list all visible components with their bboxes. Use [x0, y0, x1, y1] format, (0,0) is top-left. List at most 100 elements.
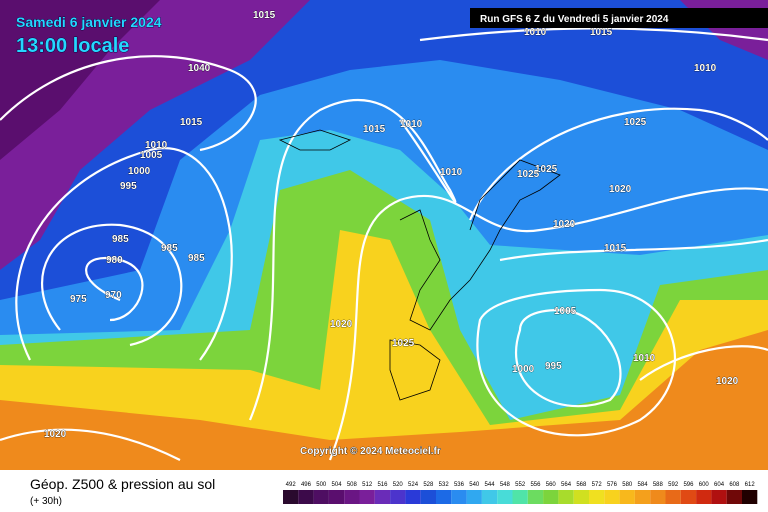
- isobar-label: 1040: [188, 63, 211, 74]
- isobar-label: 1005: [140, 150, 163, 161]
- scale-swatch: [527, 490, 544, 504]
- scale-swatch: [298, 490, 314, 504]
- isobar-label: 985: [188, 253, 205, 264]
- footer-lead: (+ 30h): [30, 496, 62, 507]
- scale-swatch: [665, 490, 681, 504]
- scale-label: 528: [423, 482, 434, 488]
- isobar: [0, 55, 257, 152]
- isobar: [468, 107, 768, 221]
- scale-label: 584: [638, 482, 649, 488]
- isobar: [419, 27, 768, 42]
- isobar-label: 1025: [535, 164, 558, 175]
- scale-label: 576: [607, 482, 618, 488]
- coastline: [399, 159, 561, 331]
- isobar: [0, 428, 181, 461]
- scale-label: 540: [469, 482, 480, 488]
- isobar-label: 1010: [694, 63, 717, 74]
- scale-label: 512: [362, 482, 373, 488]
- run-box: [470, 8, 768, 28]
- scale-label: 600: [699, 482, 710, 488]
- isobar: [85, 257, 144, 322]
- scale-label: 500: [316, 482, 327, 488]
- scale-swatch: [650, 490, 666, 504]
- isobar-label: 1015: [180, 117, 203, 128]
- time-label: 13:00 locale: [16, 35, 129, 57]
- isobar-label: 1000: [512, 364, 535, 375]
- scale-swatch: [420, 490, 436, 504]
- scale-label: 544: [485, 482, 496, 488]
- isobar: [328, 187, 768, 461]
- isobars: [0, 27, 768, 461]
- isobar-label: 1015: [590, 27, 613, 38]
- scale-label: 560: [546, 482, 557, 488]
- scale-label: 532: [439, 482, 450, 488]
- isobar-label: 970: [105, 290, 122, 301]
- isobar-label: 1000: [128, 166, 151, 177]
- isobar-label: 1020: [330, 319, 353, 330]
- isobar-label: 1020: [716, 376, 739, 387]
- copyright: Copyright © 2024 Meteociel.fr: [300, 446, 441, 457]
- scale-label: 496: [301, 482, 312, 488]
- field-darkpurple: [0, 0, 160, 160]
- isobar-label: 1020: [609, 184, 632, 195]
- scale-swatch: [573, 490, 589, 504]
- scale-swatch: [512, 490, 528, 504]
- scale-label: 592: [668, 482, 679, 488]
- scale-label: 588: [653, 482, 664, 488]
- scale-swatch: [497, 490, 513, 504]
- isobar: [476, 288, 676, 437]
- scale-label: 596: [683, 482, 694, 488]
- scale-swatch: [359, 490, 375, 504]
- footer-title: Géop. Z500 & pression au sol: [30, 476, 215, 492]
- scale-swatch: [344, 490, 360, 504]
- isobar-label: 1010: [524, 27, 547, 38]
- scale-swatch: [466, 490, 482, 504]
- isobar-label: 1025: [517, 169, 540, 180]
- isobar: [639, 345, 768, 381]
- scale-label: 520: [393, 482, 404, 488]
- scale-swatch: [726, 490, 742, 504]
- scale-swatch: [696, 490, 712, 504]
- scale-swatch: [451, 490, 467, 504]
- isobar-label: 1020: [44, 429, 67, 440]
- isobar-label: 1005: [554, 306, 577, 317]
- scale-label: 536: [454, 482, 465, 488]
- scale-label: 564: [561, 482, 572, 488]
- scale-label: 508: [347, 482, 358, 488]
- isobar: [15, 147, 233, 361]
- scale-swatch: [374, 490, 391, 504]
- scale-label: 568: [576, 482, 587, 488]
- scale-label: 572: [592, 482, 603, 488]
- scale-label: 580: [622, 482, 633, 488]
- isobar-label: 985: [112, 234, 129, 245]
- scale-swatch: [283, 490, 299, 504]
- isobar-label: 1015: [363, 124, 386, 135]
- run-info: Run GFS 6 Z du Vendredi 5 janvier 2024: [480, 14, 669, 25]
- scale-label: 552: [515, 482, 526, 488]
- isobar-label: 1020: [553, 219, 576, 230]
- scale-swatch: [543, 490, 559, 504]
- isobar: [499, 238, 768, 262]
- isobar-label: 985: [161, 243, 178, 254]
- scale-swatch: [481, 490, 498, 504]
- date-label: Samedi 6 janvier 2024: [16, 14, 162, 30]
- scale-swatch: [742, 490, 758, 504]
- scale-swatch: [313, 490, 329, 504]
- isobar: [514, 308, 622, 408]
- scale-swatch: [589, 490, 605, 504]
- scale-label: 612: [745, 482, 756, 488]
- isobar-label: 980: [106, 255, 123, 266]
- scale-label: 608: [729, 482, 740, 488]
- map: 1015 1010 1015 1010 1040 1015 1015 1010 1025 1010…: [0, 0, 768, 470]
- scale-swatch: [711, 490, 727, 504]
- isobar-label: 1010: [633, 353, 656, 364]
- isobar-label: 1025: [624, 117, 647, 128]
- scale-label: 492: [286, 482, 297, 488]
- isobar-label: 1015: [253, 10, 276, 21]
- scale-swatch: [558, 490, 574, 504]
- isobar: [41, 223, 183, 347]
- isobar-label: 1010: [400, 119, 423, 130]
- scale-label: 516: [377, 482, 388, 488]
- scale-label: 556: [530, 482, 541, 488]
- scale-swatch: [619, 490, 635, 504]
